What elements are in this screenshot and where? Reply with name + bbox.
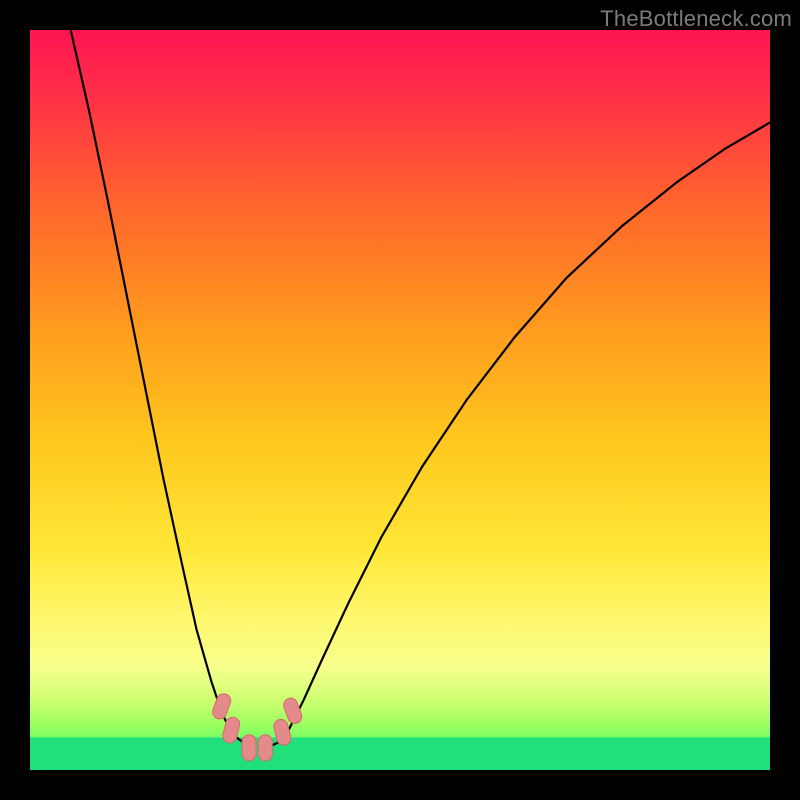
chart-frame: TheBottleneck.com xyxy=(0,0,800,800)
curve-marker xyxy=(242,735,256,761)
bottleneck-curve xyxy=(30,30,770,770)
curve-marker xyxy=(272,718,292,747)
plot-area xyxy=(30,30,770,770)
curve-marker xyxy=(211,692,233,721)
curve-marker xyxy=(258,735,272,761)
watermark-text: TheBottleneck.com xyxy=(600,6,792,32)
